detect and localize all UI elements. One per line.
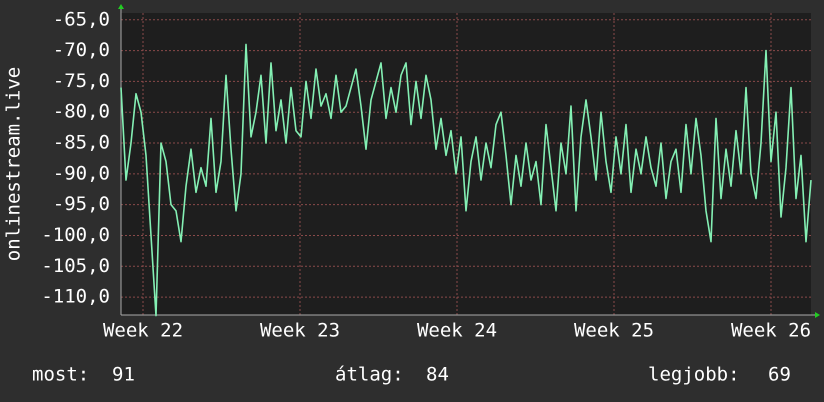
stat-label: átlag: xyxy=(335,364,404,386)
y-tick-label: -65,0 xyxy=(53,8,110,30)
y-tick-label: -105,0 xyxy=(41,255,110,277)
x-tick-label: Week 23 xyxy=(260,320,340,342)
axis-arrow xyxy=(118,4,124,9)
stat-value: 91 xyxy=(112,364,135,386)
y-axis-label: onlinestream.live xyxy=(3,67,25,261)
x-tick-label: Week 26 xyxy=(731,320,811,342)
x-tick-label: Week 22 xyxy=(103,320,183,342)
y-tick-label: -80,0 xyxy=(53,101,110,123)
plot-area xyxy=(121,13,811,315)
y-tick-label: -100,0 xyxy=(41,224,110,246)
data-line xyxy=(120,43,812,317)
stat-label: most: xyxy=(32,364,89,386)
y-tick-label: -85,0 xyxy=(53,132,110,154)
y-tick-label: -70,0 xyxy=(53,39,110,61)
stats: most: 91 átlag: 84 legjobb: 69 xyxy=(32,364,791,386)
y-tick-label: -95,0 xyxy=(53,193,110,215)
y-tick-label: -75,0 xyxy=(53,70,110,92)
stat-value: 69 xyxy=(768,364,791,386)
axis-arrow xyxy=(815,312,820,318)
y-tick-label: -110,0 xyxy=(41,286,110,308)
x-tick-label: Week 24 xyxy=(417,320,497,342)
stat-value: 84 xyxy=(426,364,449,386)
x-tick-label: Week 25 xyxy=(574,320,654,342)
y-tick-label: -90,0 xyxy=(53,162,110,184)
stat-label: legjobb: xyxy=(648,364,740,386)
